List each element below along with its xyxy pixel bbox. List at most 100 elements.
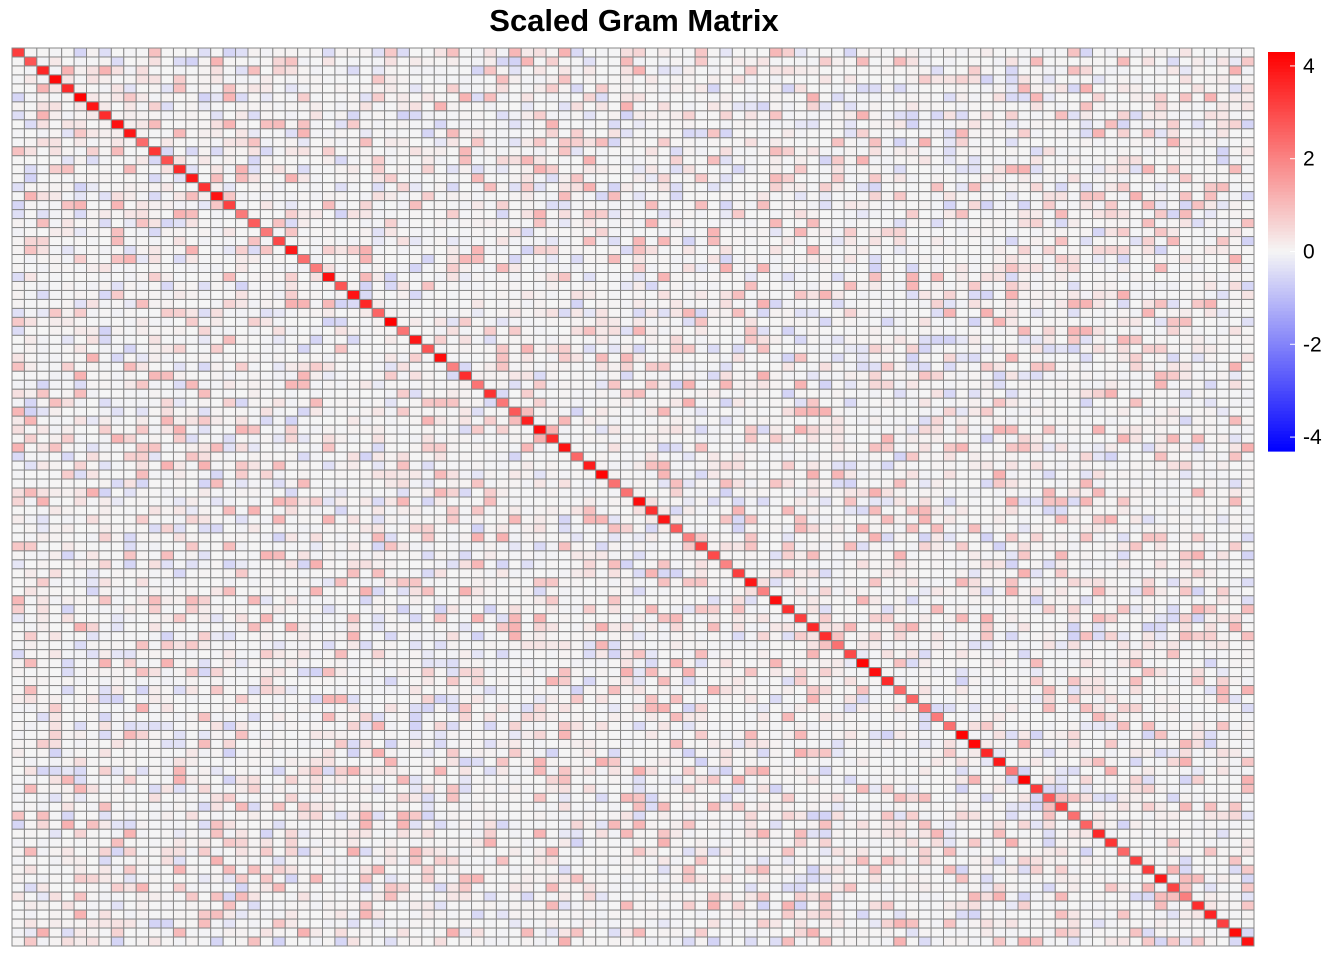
heatmap-cell — [1141, 227, 1156, 238]
heatmap-cell — [620, 289, 634, 300]
heatmap-cell — [247, 370, 261, 381]
heatmap-cell — [880, 460, 895, 471]
heatmap-cell — [123, 415, 137, 426]
heatmap-cell — [322, 218, 336, 229]
heatmap-cell — [843, 272, 858, 282]
heatmap-cell — [557, 65, 572, 76]
heatmap-cell — [756, 236, 771, 247]
heatmap-cell — [1104, 379, 1118, 390]
heatmap-cell — [222, 47, 237, 58]
heatmap-cell — [247, 191, 261, 202]
heatmap-cell — [495, 101, 510, 112]
heatmap-cell — [644, 245, 659, 256]
heatmap-cell — [1241, 460, 1255, 471]
heatmap-cell — [471, 101, 485, 112]
heatmap-cell — [483, 218, 497, 229]
heatmap-cell — [980, 155, 994, 166]
heatmap-cell — [632, 65, 646, 76]
heatmap-cell — [36, 415, 50, 426]
heatmap-cell — [433, 379, 448, 390]
heatmap-cell — [930, 191, 945, 202]
heatmap-cell — [1154, 209, 1168, 220]
heatmap-cell — [1178, 469, 1193, 480]
heatmap-cell — [322, 245, 336, 256]
heatmap-cell — [980, 442, 994, 453]
heatmap-cell — [1092, 191, 1106, 202]
heatmap-cell — [235, 65, 249, 76]
heatmap-cell — [731, 298, 746, 309]
heatmap-cell — [235, 155, 249, 166]
heatmap-cell — [1129, 307, 1143, 318]
heatmap-cell — [669, 200, 684, 211]
heatmap-cell — [793, 182, 808, 193]
heatmap-cell — [1042, 316, 1056, 327]
heatmap-cell — [185, 487, 199, 498]
heatmap-cell — [309, 325, 323, 336]
heatmap-cell — [272, 227, 286, 238]
heatmap-cell — [707, 164, 721, 175]
heatmap-cell — [483, 298, 497, 309]
heatmap-cell — [657, 164, 671, 175]
heatmap-cell — [210, 173, 224, 184]
heatmap-cell — [669, 478, 684, 489]
heatmap-cell — [1129, 146, 1143, 157]
heatmap-cell — [1166, 137, 1180, 148]
heatmap-cell — [421, 325, 435, 336]
heatmap-cell — [135, 74, 150, 85]
heatmap-cell — [607, 289, 622, 300]
heatmap-cell — [172, 460, 187, 471]
heatmap-cell — [756, 406, 771, 417]
heatmap-cell — [694, 191, 709, 202]
heatmap-cell — [73, 352, 88, 363]
heatmap-cell — [533, 128, 547, 139]
heatmap-cell — [197, 173, 212, 184]
heatmap-cell — [210, 56, 224, 67]
heatmap-cell — [1203, 487, 1218, 498]
heatmap-cell — [297, 325, 311, 336]
heatmap-cell — [1241, 263, 1255, 273]
heatmap-cell — [992, 164, 1007, 175]
heatmap-cell — [23, 218, 38, 229]
heatmap-cell — [1154, 83, 1168, 94]
heatmap-cell — [384, 164, 398, 175]
heatmap-cell — [235, 263, 249, 273]
heatmap-cell — [930, 65, 945, 76]
heatmap-cell — [682, 289, 696, 300]
heatmap-cell — [272, 424, 286, 435]
heatmap-cell — [992, 173, 1007, 184]
heatmap-cell — [123, 316, 137, 327]
heatmap-cell — [135, 56, 150, 67]
heatmap-cell — [1216, 451, 1230, 462]
heatmap-cell — [458, 119, 473, 130]
heatmap-cell — [1005, 101, 1019, 112]
heatmap-cell — [1104, 460, 1118, 471]
heatmap-cell — [955, 254, 969, 265]
heatmap-cell — [1166, 361, 1180, 372]
heatmap-cell — [930, 334, 945, 345]
heatmap-cell — [657, 325, 671, 336]
heatmap-cell — [11, 361, 25, 372]
heatmap-cell — [396, 424, 410, 435]
heatmap-cell — [359, 370, 373, 381]
heatmap-cell — [818, 370, 833, 381]
heatmap-cell — [769, 307, 783, 318]
heatmap-cell — [831, 83, 845, 94]
heatmap-cell — [992, 227, 1007, 238]
heatmap-cell — [396, 460, 410, 471]
heatmap-cell — [1178, 334, 1193, 345]
heatmap-cell — [557, 110, 572, 121]
heatmap-cell — [806, 442, 820, 453]
heatmap-cell — [856, 415, 870, 426]
heatmap-cell — [197, 406, 212, 417]
heatmap-cell — [955, 263, 969, 273]
heatmap-cell — [172, 352, 187, 363]
heatmap-cell — [1178, 289, 1193, 300]
heatmap-cell — [384, 263, 398, 273]
heatmap-cell — [458, 245, 473, 256]
heatmap-cell — [148, 406, 162, 417]
heatmap-cell — [148, 155, 162, 166]
heatmap-cell — [36, 280, 50, 291]
heatmap-cell — [235, 343, 249, 354]
heatmap-cell — [657, 101, 671, 112]
heatmap-cell — [607, 254, 622, 265]
